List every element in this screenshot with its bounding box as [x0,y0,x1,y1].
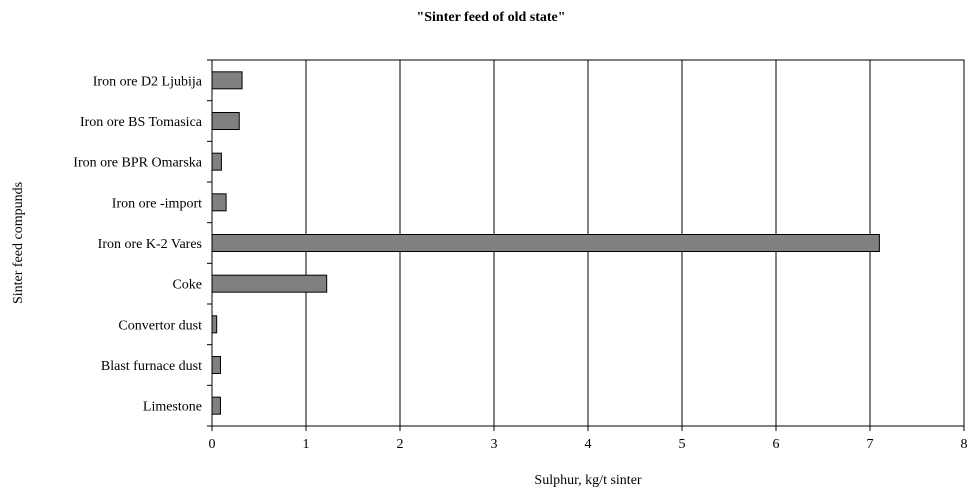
bars [211,71,880,415]
category-labels: Iron ore D2 Ljubija Iron ore BS Tomasica I… [73,74,202,414]
x-tick-label: 6 [773,437,780,452]
bar-convertor-dust [211,315,218,334]
category-label: Iron ore K-2 Vares [98,237,202,252]
bar-iron-ore-k-2-vares [211,234,880,252]
y-ticks [207,59,212,427]
x-tick-label: 8 [961,437,968,452]
category-label: Iron ore D2 Ljubija [93,74,203,89]
x-tick-label: 4 [585,437,592,452]
category-label: Blast furnace dust [101,359,202,374]
x-ticks [211,426,965,431]
category-label: Iron ore BPR Omarska [73,156,202,171]
bar-iron-ore-bpr-omarska [211,152,222,171]
y-axis-label: Sinter feed compunds [11,182,26,304]
x-axis-label: Sulphur, kg/t sinter [534,473,641,488]
bar-coke [211,274,328,293]
bar-iron-ore-bs-tomasica [211,112,240,130]
bar-iron-ore-import [211,193,227,212]
category-label: Convertor dust [118,318,202,333]
x-tick-label: 1 [303,437,310,452]
x-tick-labels: 0 1 2 3 4 5 6 7 8 [209,437,968,452]
x-tick-label: 0 [209,437,216,452]
x-tick-label: 3 [491,437,498,452]
x-tick-label: 2 [397,437,404,452]
chart-title: "Sinter feed of old state" [416,10,565,25]
category-label: Iron ore BS Tomasica [80,115,203,130]
category-label: Limestone [143,400,202,415]
category-label: Coke [172,278,202,293]
bar-blast-furnace-dust [211,356,221,374]
bar-iron-ore-d2-ljubija [211,71,243,90]
bar-limestone [211,396,221,415]
x-tick-label: 7 [867,437,874,452]
category-label: Iron ore -import [112,196,202,211]
x-tick-label: 5 [679,437,686,452]
